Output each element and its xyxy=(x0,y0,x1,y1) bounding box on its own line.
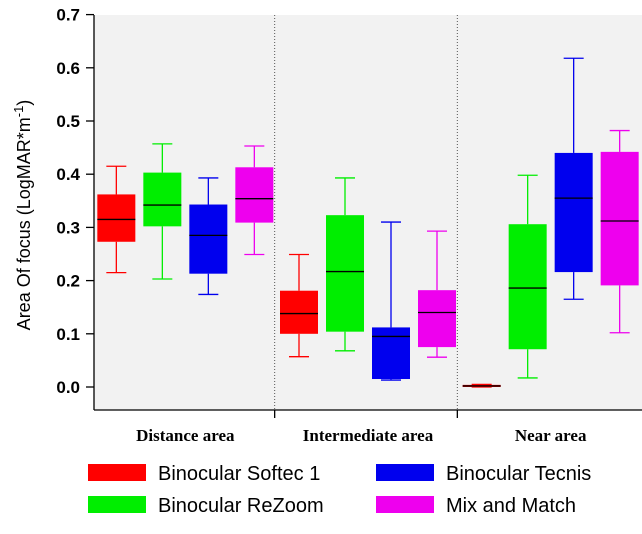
legend-label: Binocular Softec 1 xyxy=(158,463,320,485)
legend-item: Binocular ReZoom xyxy=(88,495,324,517)
box-body xyxy=(97,194,136,242)
x-category-label: Near area xyxy=(515,426,587,445)
legend-item: Binocular Tecnis xyxy=(376,463,591,485)
box-3-3 xyxy=(554,57,593,300)
legend-swatch xyxy=(376,496,434,513)
box-body xyxy=(326,215,364,332)
legend-label: Mix and Match xyxy=(446,495,576,517)
y-tick-label: 0.7 xyxy=(56,6,80,25)
box-body xyxy=(508,224,547,350)
box-body xyxy=(143,172,182,227)
y-tick-label: 0.1 xyxy=(56,325,80,344)
box-3-4 xyxy=(600,129,639,334)
legend-item: Mix and Match xyxy=(376,495,576,517)
box-2-4 xyxy=(418,230,456,358)
box-1-3 xyxy=(189,177,228,296)
legend-label: Binocular ReZoom xyxy=(158,495,324,517)
box-body xyxy=(189,204,228,274)
box-body xyxy=(372,327,410,380)
box-body xyxy=(235,167,274,223)
y-axis-label-close: ) xyxy=(14,100,34,106)
y-tick-label: 0.2 xyxy=(56,272,80,291)
plot-background xyxy=(94,15,642,410)
y-axis-label-superscript: -1 xyxy=(11,106,26,118)
box-1-2 xyxy=(143,143,182,280)
box-body xyxy=(600,151,639,286)
box-2-3 xyxy=(372,221,410,381)
legend-label: Binocular Tecnis xyxy=(446,463,591,485)
y-tick-label: 0.4 xyxy=(56,165,80,184)
y-tick-label: 0.0 xyxy=(56,378,80,397)
box-2-1 xyxy=(280,253,318,358)
legend-swatch xyxy=(88,464,146,481)
box-2-2 xyxy=(326,177,364,352)
y-axis-label-main: Area Of focus (LogMAR*m xyxy=(14,117,34,330)
y-tick-label: 0.3 xyxy=(56,218,80,237)
legend-swatch xyxy=(376,464,434,481)
y-tick-label: 0.6 xyxy=(56,59,80,78)
box-1-1 xyxy=(97,165,136,274)
legend-swatch xyxy=(88,496,146,513)
legend: Binocular Softec 1 Binocular ReZoom Binocu… xyxy=(88,463,591,517)
y-axis-label: Area Of focus (LogMAR*m-1) xyxy=(11,100,35,331)
box-3-2 xyxy=(508,174,547,379)
x-category-label: Distance area xyxy=(136,426,235,445)
legend-item: Binocular Softec 1 xyxy=(88,463,320,485)
box-3-1 xyxy=(462,383,501,388)
x-category-label: Intermediate area xyxy=(303,426,434,445)
box-body xyxy=(280,290,318,334)
box-body xyxy=(554,152,593,273)
y-tick-label: 0.5 xyxy=(56,112,80,131)
box-1-4 xyxy=(235,145,274,256)
box-body xyxy=(418,290,456,348)
